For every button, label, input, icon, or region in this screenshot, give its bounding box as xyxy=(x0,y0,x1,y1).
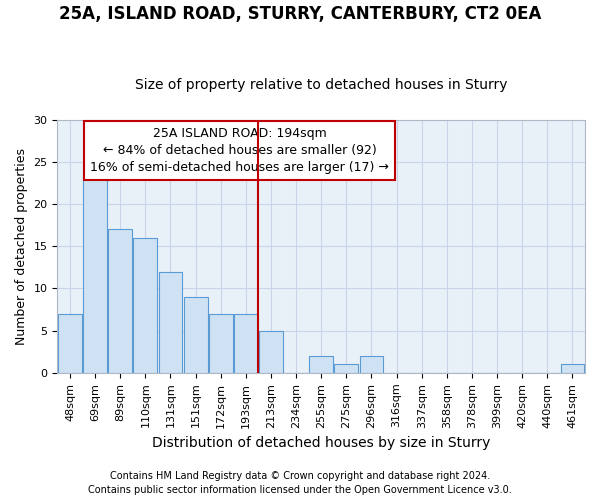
Bar xyxy=(359,356,383,373)
Text: Contains HM Land Registry data © Crown copyright and database right 2024.
Contai: Contains HM Land Registry data © Crown c… xyxy=(88,471,512,495)
Bar xyxy=(259,330,283,373)
Bar xyxy=(184,297,208,373)
X-axis label: Distribution of detached houses by size in Sturry: Distribution of detached houses by size … xyxy=(152,436,490,450)
Bar xyxy=(108,230,132,373)
Bar xyxy=(58,314,82,373)
Title: Size of property relative to detached houses in Sturry: Size of property relative to detached ho… xyxy=(135,78,508,92)
Bar xyxy=(234,314,258,373)
Bar xyxy=(334,364,358,373)
Bar xyxy=(309,356,333,373)
Text: 25A, ISLAND ROAD, STURRY, CANTERBURY, CT2 0EA: 25A, ISLAND ROAD, STURRY, CANTERBURY, CT… xyxy=(59,5,541,23)
Bar xyxy=(83,170,107,373)
Bar xyxy=(133,238,157,373)
Y-axis label: Number of detached properties: Number of detached properties xyxy=(15,148,28,345)
Bar xyxy=(560,364,584,373)
Bar xyxy=(209,314,233,373)
Bar xyxy=(158,272,182,373)
Text: 25A ISLAND ROAD: 194sqm
← 84% of detached houses are smaller (92)
16% of semi-de: 25A ISLAND ROAD: 194sqm ← 84% of detache… xyxy=(90,127,389,174)
